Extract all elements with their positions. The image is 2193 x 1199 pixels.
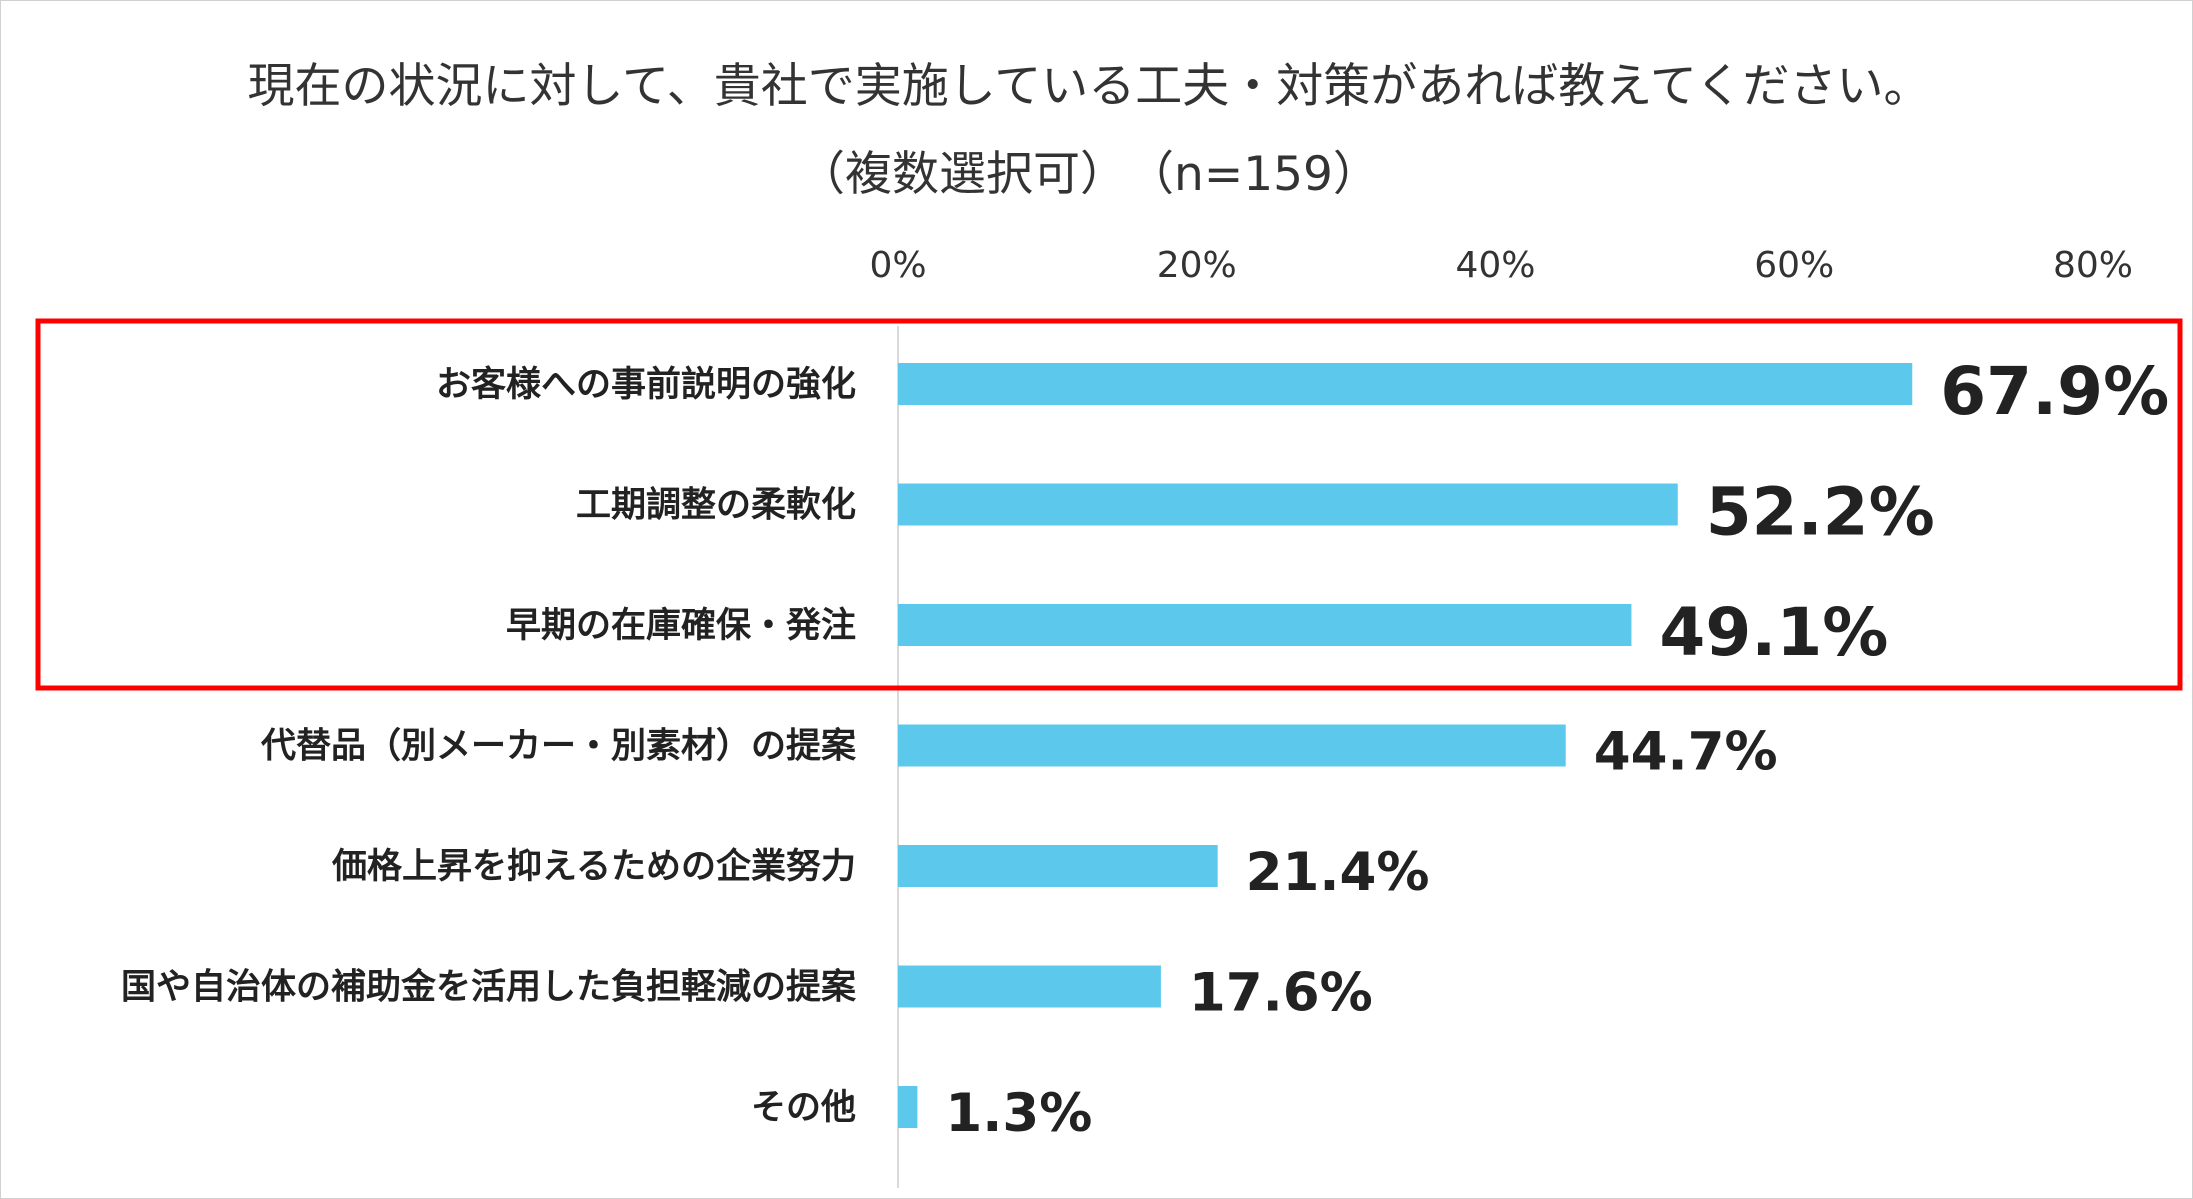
x-axis-ticks: 0% 20% 40% 60% 80%: [869, 245, 2133, 286]
x-tick-label: 60%: [1754, 245, 1834, 286]
category-label: 国や自治体の補助金を活用した負担軽減の提案: [121, 967, 857, 1008]
category-label: お客様への事前説明の強化: [436, 364, 856, 405]
value-label: 21.4%: [1246, 842, 1430, 903]
category-label: 価格上昇を抑えるための企業努力: [331, 846, 856, 887]
value-label: 52.2%: [1706, 474, 1935, 551]
x-tick-label: 20%: [1157, 245, 1237, 286]
bar: [898, 965, 1161, 1008]
x-tick-label: 80%: [2053, 245, 2133, 286]
value-label: 17.6%: [1189, 963, 1373, 1024]
bar: [898, 604, 1632, 646]
x-tick-label: 0%: [869, 245, 926, 286]
bars: お客様への事前説明の強化 67.9% 工期調整の柔軟化 52.2% 早期の在庫確保・発注…: [121, 353, 2169, 1144]
chart-title: 現在の状況に対して、貴社で実施している工夫・対策があれば教えてください。: [247, 59, 1930, 114]
bar: [898, 845, 1218, 887]
category-label: その他: [751, 1088, 856, 1128]
bar: [898, 1086, 918, 1128]
value-label: 44.7%: [1594, 722, 1778, 783]
chart-subtitle: （複数選択可） （n=159）: [798, 147, 1380, 202]
bar: [898, 483, 1678, 526]
category-label: 工期調整の柔軟化: [576, 486, 856, 526]
category-label: 早期の在庫確保・発注: [506, 606, 856, 646]
x-tick-label: 40%: [1455, 245, 1535, 286]
bar: [898, 724, 1566, 767]
value-label: 1.3%: [945, 1083, 1092, 1144]
highlight-box: [35, 318, 2183, 691]
value-label: 49.1%: [1659, 594, 1888, 671]
category-label: 代替品（別メーカー・別素材）の提案: [260, 727, 857, 767]
value-label: 67.9%: [1940, 353, 2169, 430]
bar: [898, 363, 1913, 405]
